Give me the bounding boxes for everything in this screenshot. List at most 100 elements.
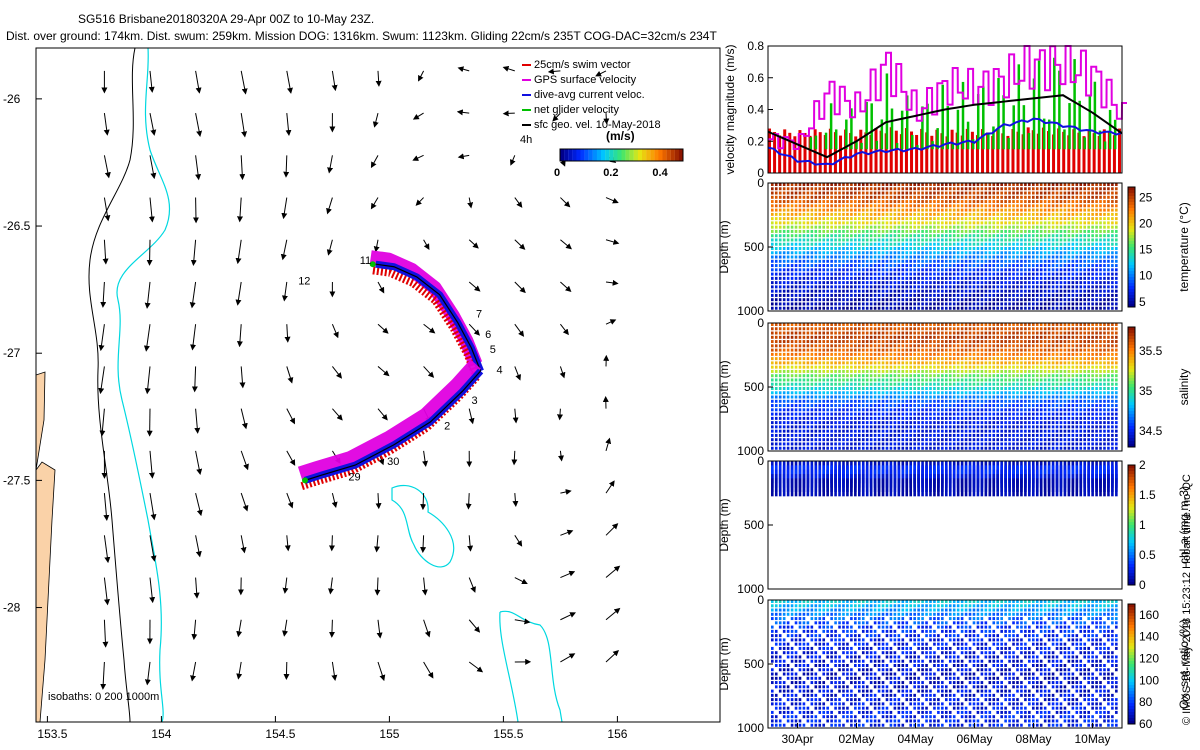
- salinity-cell: [972, 412, 976, 416]
- temperature-cell: [854, 234, 857, 238]
- temperature-cell: [941, 183, 944, 186]
- salinity-cell: [826, 352, 829, 356]
- salinity-cell: [960, 352, 964, 356]
- salinity-cell: [909, 442, 913, 446]
- temperature-cell: [881, 183, 885, 186]
- salinity-cell: [905, 446, 909, 450]
- temperature-cell: [794, 221, 798, 225]
- temperature-cell: [893, 221, 897, 225]
- temperature-cell: [1032, 195, 1035, 199]
- temperature-cell: [1075, 225, 1079, 229]
- salinity-cell: [976, 391, 980, 395]
- salinity-cell: [774, 348, 778, 352]
- salinity-cell: [877, 404, 881, 408]
- temperature-cell: [945, 247, 948, 250]
- temperature-cell: [925, 195, 928, 199]
- salinity-cell: [842, 374, 845, 378]
- salinity-cell: [889, 382, 893, 386]
- salinity-cell: [889, 408, 893, 412]
- temperature-cell: [782, 187, 786, 191]
- geo-velocity-arrow: [560, 281, 572, 292]
- salinity-cell: [960, 395, 964, 399]
- salinity-cell: [806, 395, 810, 399]
- geo-velocity-arrow: [468, 281, 481, 292]
- temperature-cell: [964, 298, 968, 302]
- temperature-cell: [1004, 242, 1007, 246]
- temperature-cell: [1008, 255, 1011, 259]
- salinity-cell: [984, 378, 988, 382]
- temperature-cell: [1067, 302, 1071, 306]
- temperature-cell: [822, 251, 826, 255]
- temperature-cell: [806, 264, 810, 268]
- temperature-cell: [1095, 212, 1098, 216]
- salinity-cell: [937, 433, 940, 437]
- salinity-cell: [814, 421, 818, 425]
- velocity-y-tick-label: 0.8: [747, 39, 764, 53]
- temperature-cell: [1004, 247, 1007, 250]
- temperature-cell: [1055, 200, 1059, 204]
- salinity-cell: [771, 340, 774, 344]
- temperature-cell: [810, 212, 814, 216]
- salinity-cell: [873, 387, 877, 390]
- temperature-cell: [992, 281, 996, 285]
- temperature-cell: [960, 187, 964, 191]
- geo-velocity-arrow: [511, 450, 518, 466]
- temperature-colorbar-cell: [1128, 205, 1135, 209]
- temperature-cell: [842, 293, 845, 297]
- temperature-cell: [873, 183, 877, 186]
- salinity-cell: [790, 361, 794, 365]
- salinity-cell: [941, 365, 944, 369]
- temperature-cell: [810, 195, 814, 199]
- salinity-cell: [798, 361, 802, 365]
- temperature-cell: [858, 255, 861, 259]
- temperature-cell: [937, 238, 940, 242]
- salinity-cell: [877, 331, 881, 335]
- temperature-cell: [996, 200, 1000, 204]
- salinity-cell: [889, 404, 893, 408]
- temperature-cell: [794, 293, 798, 297]
- temperature-cell: [905, 268, 909, 272]
- temperature-cell: [850, 289, 853, 293]
- salinity-cell: [976, 378, 980, 382]
- temperature-cell: [858, 264, 861, 268]
- temperature-cell: [1012, 200, 1015, 204]
- salinity-cell: [814, 416, 818, 420]
- speed-colorbar-cell: [658, 149, 663, 161]
- temperature-cell: [933, 221, 936, 225]
- temperature-cell: [984, 247, 988, 250]
- salinity-cell: [956, 395, 960, 399]
- salinity-cell: [909, 361, 913, 365]
- salinity-cell: [802, 365, 806, 369]
- swim-bar: [1001, 133, 1005, 173]
- salinity-cell: [996, 365, 1000, 369]
- temperature-cell: [1075, 242, 1079, 246]
- temperature-cell: [771, 281, 774, 285]
- temperature-cell: [1107, 229, 1110, 233]
- temperature-cell: [1083, 208, 1087, 212]
- temperature-cell: [865, 272, 869, 276]
- temperature-cell: [869, 195, 873, 199]
- temperature-cell: [1111, 268, 1114, 272]
- salinity-cell: [830, 416, 833, 420]
- temperature-cell: [972, 306, 976, 310]
- salinity-cell: [786, 348, 790, 352]
- salinity-cell: [893, 348, 897, 352]
- salinity-cell: [980, 387, 984, 390]
- temperature-cell: [976, 251, 980, 255]
- salinity-cell: [806, 361, 810, 365]
- salinity-cell: [842, 442, 845, 446]
- temperature-cell: [1035, 272, 1039, 276]
- temperature-cell: [822, 183, 826, 186]
- salinity-cell: [826, 425, 829, 429]
- temperature-cell: [774, 255, 778, 259]
- temperature-cell: [933, 251, 936, 255]
- temperature-cell: [826, 281, 829, 285]
- temperature-cell: [1039, 234, 1043, 238]
- salinity-cell: [869, 387, 873, 390]
- salinity-cell: [1008, 412, 1011, 416]
- temperature-cell: [901, 208, 905, 212]
- salinity-cell: [976, 374, 980, 378]
- temperature-cell: [937, 208, 940, 212]
- temperature-cell: [1016, 212, 1019, 216]
- temperature-cell: [826, 204, 829, 208]
